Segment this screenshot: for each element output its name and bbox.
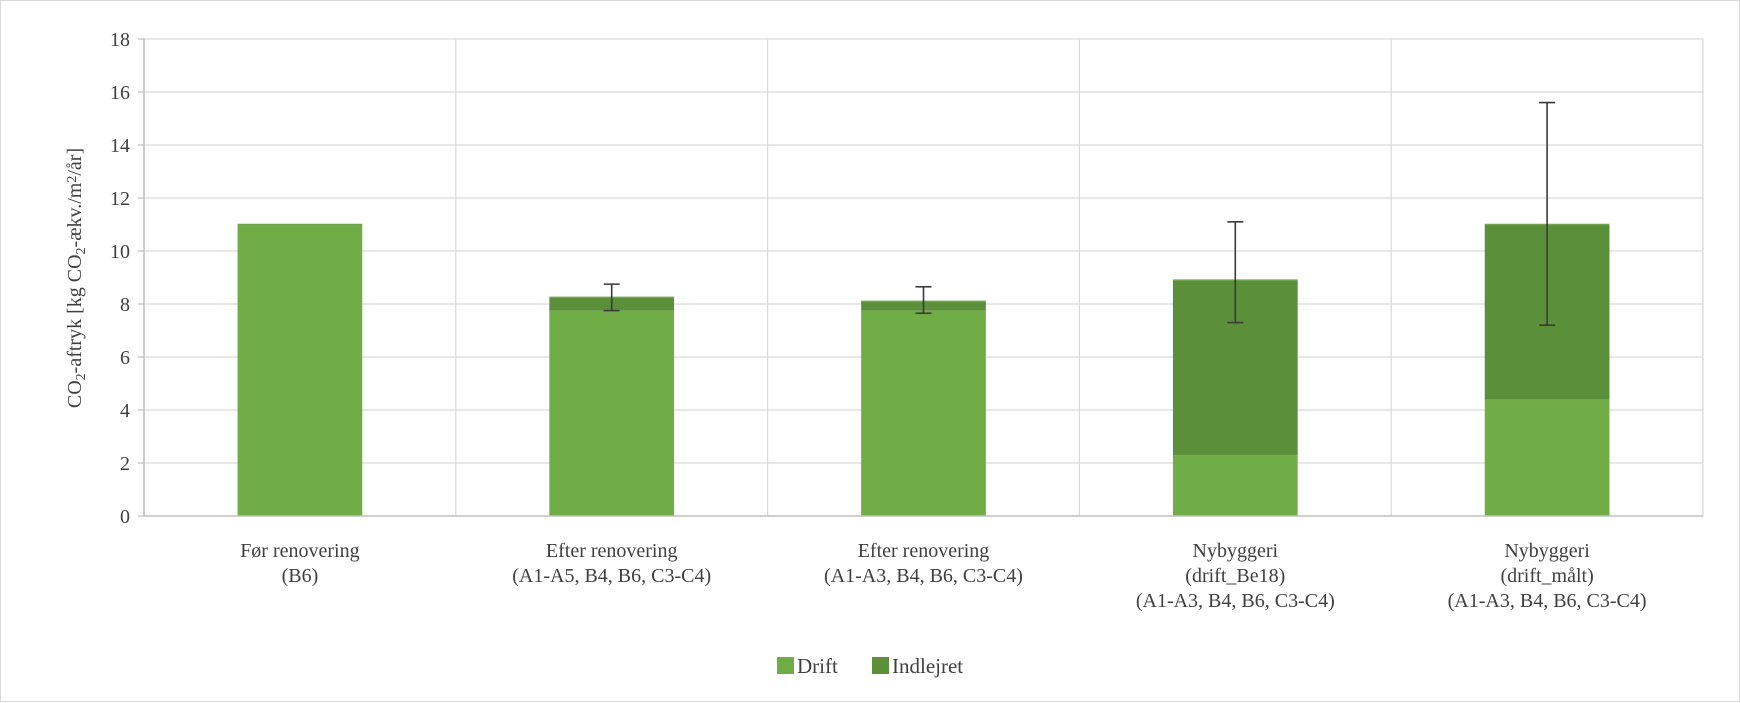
y-tick-label: 2 [120, 453, 130, 475]
y-tick-label: 14 [110, 135, 130, 157]
y-axis-label: CO2-aftryk [kg CO2-ækv./m2/år] [64, 148, 89, 408]
y-axis-title-part: CO [64, 380, 86, 408]
error-bars [603, 101, 1556, 327]
x-category-line: (drift_målt) [1500, 565, 1593, 587]
x-category-label: Efter renovering (A1-A5, B4, B6, C3-C4) [512, 540, 711, 587]
x-category-line: Efter renovering [546, 540, 678, 562]
bar-drift-3 [1172, 455, 1298, 516]
y-tick-labels: 0 2 4 6 8 10 12 14 16 18 [110, 29, 130, 528]
y-tick-label: 8 [120, 294, 130, 316]
x-category-line: Nybyggeri [1193, 540, 1279, 562]
bar-drift-4 [1484, 399, 1610, 516]
y-tick-label: 4 [120, 400, 130, 422]
y-axis-title-part: -ækv./m [64, 182, 86, 247]
y-tick-label: 6 [120, 347, 130, 369]
x-category-label: Nybyggeri (drift_Be18) (A1-A3, B4, B6, C3-… [1136, 540, 1335, 612]
x-category-line: (B6) [282, 565, 319, 587]
x-category-line: (A1-A3, B4, B6, C3-C4) [824, 565, 1023, 587]
y-tick-label: 16 [110, 82, 130, 104]
x-category-line: (A1-A5, B4, B6, C3-C4) [512, 565, 711, 587]
y-axis-title: CO2-aftryk [kg CO2-ækv./m2/år] [64, 148, 89, 408]
x-category-line: (drift_Be18) [1185, 565, 1285, 587]
axes [138, 38, 1703, 517]
grid-lines [143, 38, 1704, 516]
x-category-line: Nybyggeri [1504, 540, 1590, 562]
x-category-line: (A1-A3, B4, B6, C3-C4) [1136, 590, 1335, 612]
y-axis-title-part: 2 [74, 247, 89, 254]
y-tick-label: 18 [110, 29, 130, 51]
x-category-label: Efter renovering (A1-A3, B4, B6, C3-C4) [824, 540, 1023, 587]
legend-label-indlejret: Indlejret [892, 654, 963, 678]
x-category-line: Efter renovering [858, 540, 990, 562]
bar-drift-1 [549, 310, 675, 516]
legend-swatch-drift [777, 657, 794, 674]
bar-drift-2 [861, 310, 986, 516]
y-axis-title-part: 2 [65, 176, 80, 183]
legend-swatch-indlejret [872, 657, 889, 674]
y-tick-label: 12 [110, 188, 130, 210]
y-tick-label: 0 [120, 506, 130, 528]
legend-label-drift: Drift [797, 654, 838, 678]
y-tick-label: 10 [110, 241, 130, 263]
y-axis-title-part: -aftryk [kg CO [64, 254, 86, 373]
x-category-label: Før renovering (B6) [240, 540, 359, 587]
x-category-labels: Før renovering (B6) Efter renovering (A1-A5… [240, 540, 1646, 612]
legend: Drift Indlejret [777, 654, 963, 678]
y-axis-title-part: /år] [64, 148, 86, 176]
x-category-label: Nybyggeri (drift_målt) (A1-A3, B4, B6, C3-… [1448, 540, 1647, 612]
x-category-line: (A1-A3, B4, B6, C3-C4) [1448, 590, 1647, 612]
x-category-line: Før renovering [240, 540, 359, 562]
bars [237, 223, 1610, 516]
bar-drift-0 [237, 224, 363, 516]
y-axis-title-part: 2 [74, 373, 89, 380]
